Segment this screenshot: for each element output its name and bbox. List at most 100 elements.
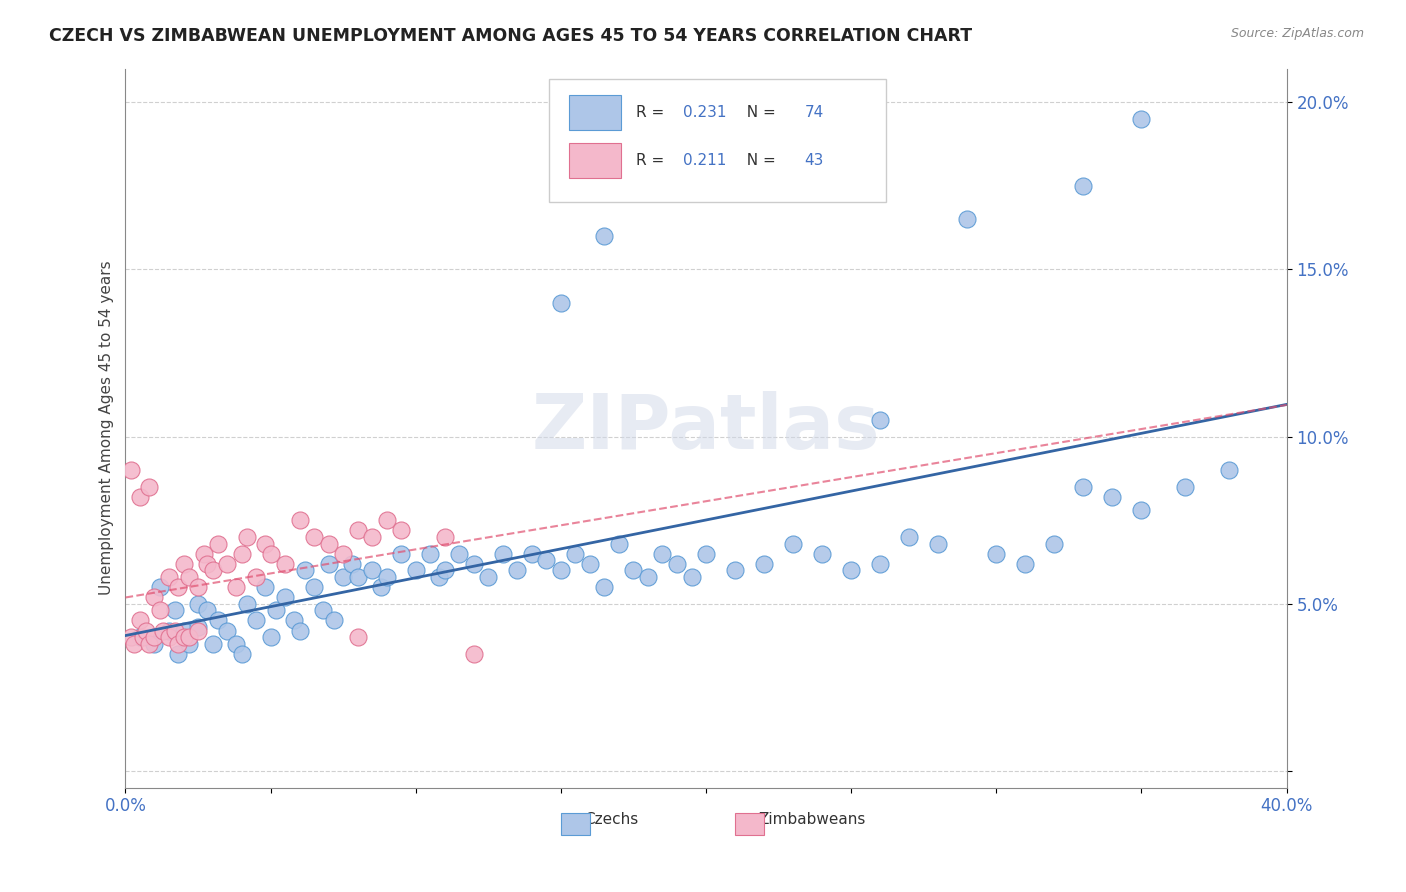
Point: [149, 603, 172, 617]
Point: [1073, 480, 1095, 494]
Point: [811, 547, 834, 561]
Point: [433, 563, 456, 577]
Point: [245, 614, 267, 628]
Point: [157, 570, 180, 584]
Point: [259, 547, 281, 561]
Point: [361, 530, 384, 544]
Point: [1218, 463, 1240, 477]
Point: [288, 513, 311, 527]
Point: [695, 547, 717, 561]
Point: [288, 624, 311, 638]
Point: [302, 530, 325, 544]
Point: [579, 557, 602, 571]
Point: [225, 580, 247, 594]
Point: [138, 637, 160, 651]
Point: [166, 637, 188, 651]
Point: [207, 536, 229, 550]
Point: [520, 547, 543, 561]
Point: [869, 413, 891, 427]
Point: [898, 530, 921, 544]
Point: [132, 630, 155, 644]
Point: [607, 536, 630, 550]
Point: [419, 547, 441, 561]
Bar: [569, 95, 621, 129]
Point: [143, 590, 166, 604]
Point: [217, 624, 239, 638]
Point: [266, 603, 288, 617]
Point: [201, 637, 224, 651]
Text: R =: R =: [637, 153, 669, 168]
Point: [506, 563, 529, 577]
Point: [724, 563, 747, 577]
Point: [122, 637, 145, 651]
Point: [323, 614, 346, 628]
Point: [138, 480, 160, 494]
Point: [1174, 480, 1197, 494]
Point: [187, 597, 209, 611]
Text: R =: R =: [637, 105, 669, 120]
Point: [752, 557, 775, 571]
Point: [207, 614, 229, 628]
Point: [166, 647, 188, 661]
Point: [179, 570, 201, 584]
Point: [236, 597, 259, 611]
Text: Source: ZipAtlas.com: Source: ZipAtlas.com: [1230, 27, 1364, 40]
Point: [195, 557, 218, 571]
Point: [375, 570, 398, 584]
Point: [463, 647, 485, 661]
Bar: [561, 813, 591, 835]
Point: [157, 630, 180, 644]
Point: [1014, 557, 1036, 571]
Point: [129, 630, 152, 644]
Point: [163, 603, 186, 617]
Point: [463, 557, 485, 571]
Point: [193, 547, 215, 561]
Point: [236, 530, 259, 544]
Point: [135, 624, 157, 638]
Point: [253, 536, 276, 550]
Point: [389, 547, 412, 561]
Point: [1043, 536, 1066, 550]
Point: [477, 570, 499, 584]
Text: N =: N =: [737, 153, 780, 168]
Point: [492, 547, 515, 561]
Point: [179, 637, 201, 651]
Point: [564, 547, 586, 561]
Point: [623, 563, 645, 577]
Point: [163, 624, 186, 638]
Point: [869, 557, 891, 571]
Point: [173, 630, 195, 644]
Point: [179, 630, 201, 644]
FancyBboxPatch shape: [550, 79, 886, 202]
Point: [346, 630, 368, 644]
Text: CZECH VS ZIMBABWEAN UNEMPLOYMENT AMONG AGES 45 TO 54 YEARS CORRELATION CHART: CZECH VS ZIMBABWEAN UNEMPLOYMENT AMONG A…: [49, 27, 973, 45]
Point: [346, 570, 368, 584]
Point: [593, 228, 616, 243]
Point: [253, 580, 276, 594]
Point: [166, 580, 188, 594]
Point: [651, 547, 673, 561]
Text: Czechs: Czechs: [583, 812, 638, 827]
Point: [259, 630, 281, 644]
Point: [187, 620, 209, 634]
Point: [332, 547, 354, 561]
Point: [427, 570, 450, 584]
Point: [318, 536, 340, 550]
Point: [375, 513, 398, 527]
Text: 0.231: 0.231: [683, 105, 727, 120]
Point: [536, 553, 558, 567]
Point: [245, 570, 267, 584]
Point: [129, 490, 152, 504]
Point: [550, 295, 572, 310]
Point: [173, 557, 195, 571]
Text: 74: 74: [804, 105, 824, 120]
Point: [187, 580, 209, 594]
Point: [839, 563, 862, 577]
Point: [405, 563, 427, 577]
Point: [681, 570, 703, 584]
Point: [449, 547, 471, 561]
Point: [370, 580, 392, 594]
Point: [1073, 178, 1095, 193]
Point: [201, 563, 224, 577]
Point: [120, 463, 142, 477]
